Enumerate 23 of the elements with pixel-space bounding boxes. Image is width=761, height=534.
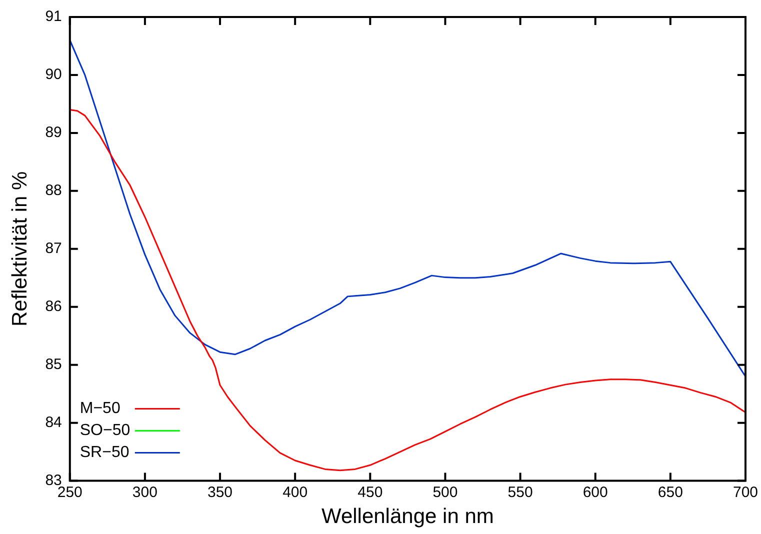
legend-label: SO−50 bbox=[80, 422, 130, 440]
x-axis-title: Wellenlänge in nm bbox=[321, 505, 494, 528]
x-tick-label: 650 bbox=[658, 484, 683, 501]
x-tick-label: 400 bbox=[282, 484, 308, 501]
x-tick-label: 600 bbox=[582, 484, 608, 501]
x-tick-label: 450 bbox=[358, 484, 383, 501]
y-tick-label: 90 bbox=[45, 66, 62, 84]
y-tick-label: 85 bbox=[45, 356, 62, 373]
y-tick-label: 88 bbox=[45, 182, 62, 200]
y-tick-label: 89 bbox=[45, 124, 62, 142]
y-tick-label: 84 bbox=[45, 414, 62, 431]
x-tick-label: 250 bbox=[57, 484, 82, 501]
legend-label: M−50 bbox=[80, 400, 120, 418]
x-tick-label: 500 bbox=[432, 484, 458, 501]
y-tick-label: 91 bbox=[45, 8, 62, 26]
y-tick-label: 86 bbox=[45, 298, 62, 316]
x-tick-label: 550 bbox=[508, 484, 533, 501]
legend-label: SR−50 bbox=[80, 444, 130, 462]
y-axis-title: Reflektivität in % bbox=[8, 171, 32, 327]
y-tick-label: 87 bbox=[45, 240, 62, 258]
x-tick-label: 700 bbox=[732, 484, 758, 501]
x-tick-label: 350 bbox=[208, 484, 233, 501]
x-tick-label: 300 bbox=[132, 484, 158, 501]
